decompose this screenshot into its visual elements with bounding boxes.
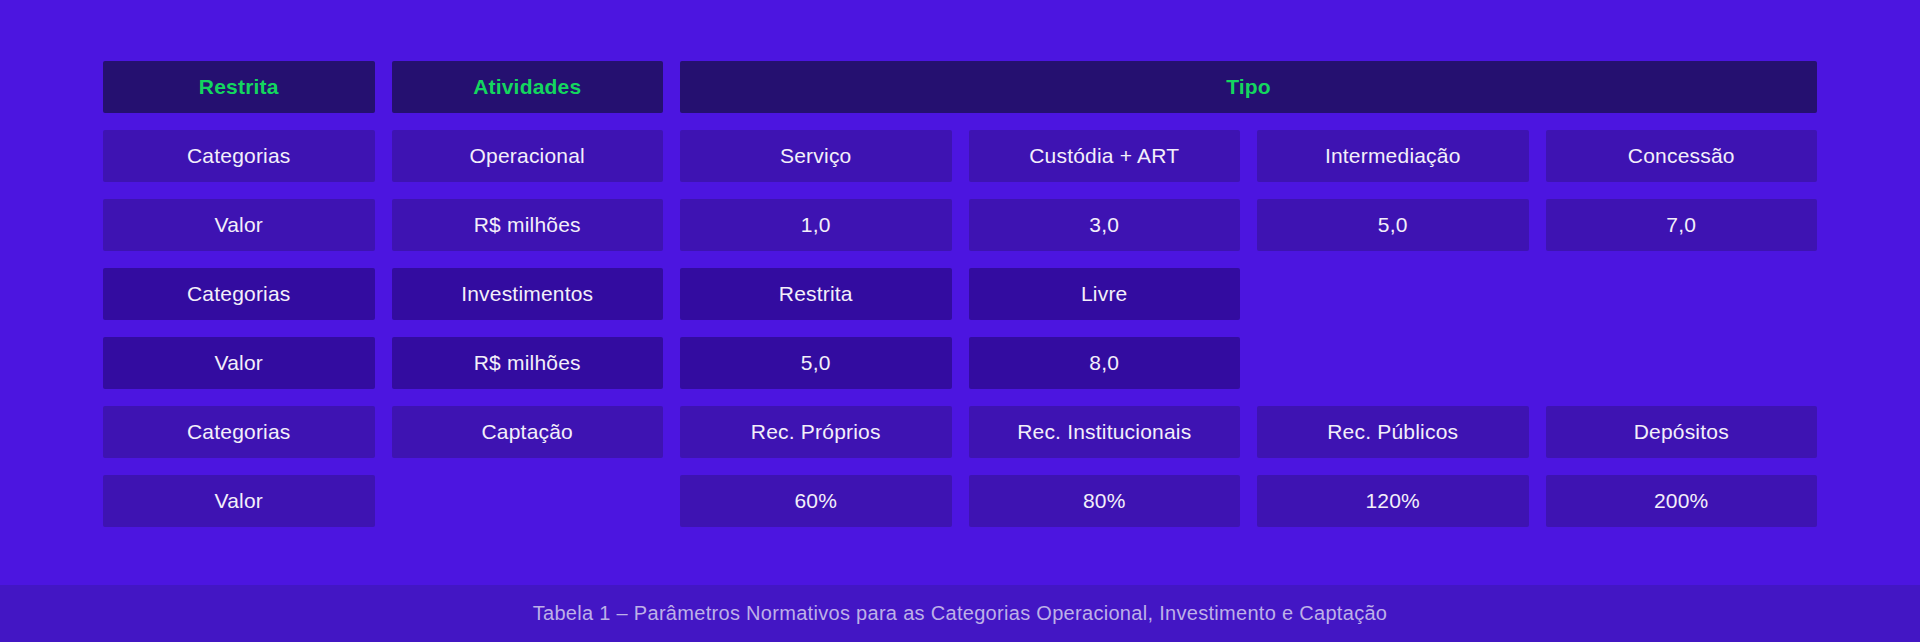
table-cell: Categorias xyxy=(103,130,375,182)
table-cell: Valor xyxy=(103,199,375,251)
table-cell: 5,0 xyxy=(1257,199,1529,251)
table-cell: Categorias xyxy=(103,268,375,320)
table-cell: Restrita xyxy=(680,268,952,320)
table-cell-empty xyxy=(1546,268,1818,320)
table-cell: Serviço xyxy=(680,130,952,182)
table-cell: 1,0 xyxy=(680,199,952,251)
table-cell: 5,0 xyxy=(680,337,952,389)
table-cell: 8,0 xyxy=(969,337,1241,389)
table-cell: Valor xyxy=(103,337,375,389)
table-header-cell: Tipo xyxy=(680,61,1817,113)
table-cell-empty xyxy=(392,475,664,527)
table-cell: Valor xyxy=(103,475,375,527)
table-cell-empty xyxy=(1546,337,1818,389)
table-cell: 3,0 xyxy=(969,199,1241,251)
table-cell: R$ milhões xyxy=(392,199,664,251)
table-cell: Intermediação xyxy=(1257,130,1529,182)
table-cell: Investimentos xyxy=(392,268,664,320)
table-cell: Rec. Próprios xyxy=(680,406,952,458)
table-cell: 80% xyxy=(969,475,1241,527)
table-cell: 200% xyxy=(1546,475,1818,527)
table-cell: Concessão xyxy=(1546,130,1818,182)
table-cell: 60% xyxy=(680,475,952,527)
table-cell: 120% xyxy=(1257,475,1529,527)
table-cell: R$ milhões xyxy=(392,337,664,389)
table-cell: 7,0 xyxy=(1546,199,1818,251)
normative-parameters-table: Restrita Atividades Tipo Categorias Operacio… xyxy=(103,61,1817,527)
table-caption-bar: Tabela 1 – Parâmetros Normativos para as… xyxy=(0,585,1920,642)
table-cell: Depósitos xyxy=(1546,406,1818,458)
table-cell-empty xyxy=(1257,268,1529,320)
table-cell-empty xyxy=(1257,337,1529,389)
table-cell: Categorias xyxy=(103,406,375,458)
table-header-cell: Restrita xyxy=(103,61,375,113)
table-cell: Captação xyxy=(392,406,664,458)
table-cell: Rec. Institucionais xyxy=(969,406,1241,458)
table-cell: Rec. Públicos xyxy=(1257,406,1529,458)
table-cell: Livre xyxy=(969,268,1241,320)
table-caption: Tabela 1 – Parâmetros Normativos para as… xyxy=(533,602,1388,625)
table-cell: Operacional xyxy=(392,130,664,182)
table-cell: Custódia + ART xyxy=(969,130,1241,182)
table-header-cell: Atividades xyxy=(392,61,664,113)
